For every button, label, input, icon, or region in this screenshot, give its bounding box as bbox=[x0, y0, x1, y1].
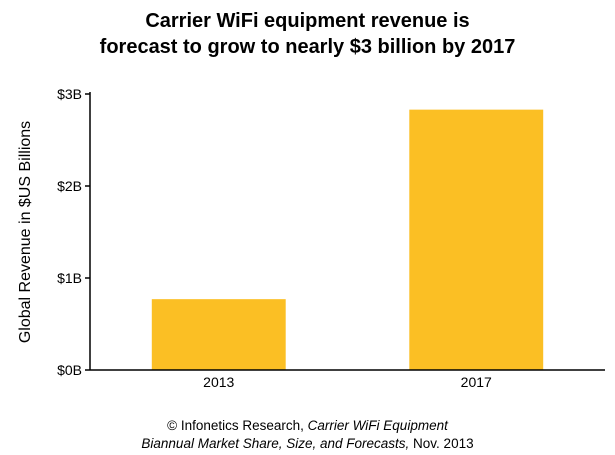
x-tick-label: 2013 bbox=[203, 374, 234, 390]
y-tick-label: $2B bbox=[57, 178, 82, 194]
chart-title: Carrier WiFi equipment revenue is foreca… bbox=[0, 8, 615, 60]
bar-2017 bbox=[409, 109, 544, 370]
y-axis-title: Global Revenue in $US Billions bbox=[17, 121, 34, 343]
y-tick-label: $0B bbox=[57, 362, 82, 378]
chart-title-line-1: Carrier WiFi equipment revenue is bbox=[145, 10, 470, 32]
source-report-title: Carrier WiFi Equipment bbox=[307, 418, 448, 433]
source-prefix: © Infonetics Research, bbox=[167, 418, 308, 433]
x-tick-label: 2017 bbox=[461, 374, 492, 390]
source-date: Nov. 2013 bbox=[409, 436, 474, 451]
bar-2013 bbox=[151, 299, 286, 370]
axes-layer: 2013 2017 $0B $1B $2B $3B bbox=[57, 86, 605, 390]
bars-layer bbox=[151, 109, 544, 370]
source-line-1: © Infonetics Research, Carrier WiFi Equi… bbox=[0, 417, 615, 435]
source-line-2: Biannual Market Share, Size, and Forecas… bbox=[0, 435, 615, 453]
source-note: © Infonetics Research, Carrier WiFi Equi… bbox=[0, 417, 615, 453]
y-tick-label: $1B bbox=[57, 270, 82, 286]
chart-title-line-2: forecast to grow to nearly $3 billion by… bbox=[99, 36, 516, 58]
y-tick-label: $3B bbox=[57, 86, 82, 102]
source-report-subtitle: Biannual Market Share, Size, and Forecas… bbox=[141, 436, 410, 451]
